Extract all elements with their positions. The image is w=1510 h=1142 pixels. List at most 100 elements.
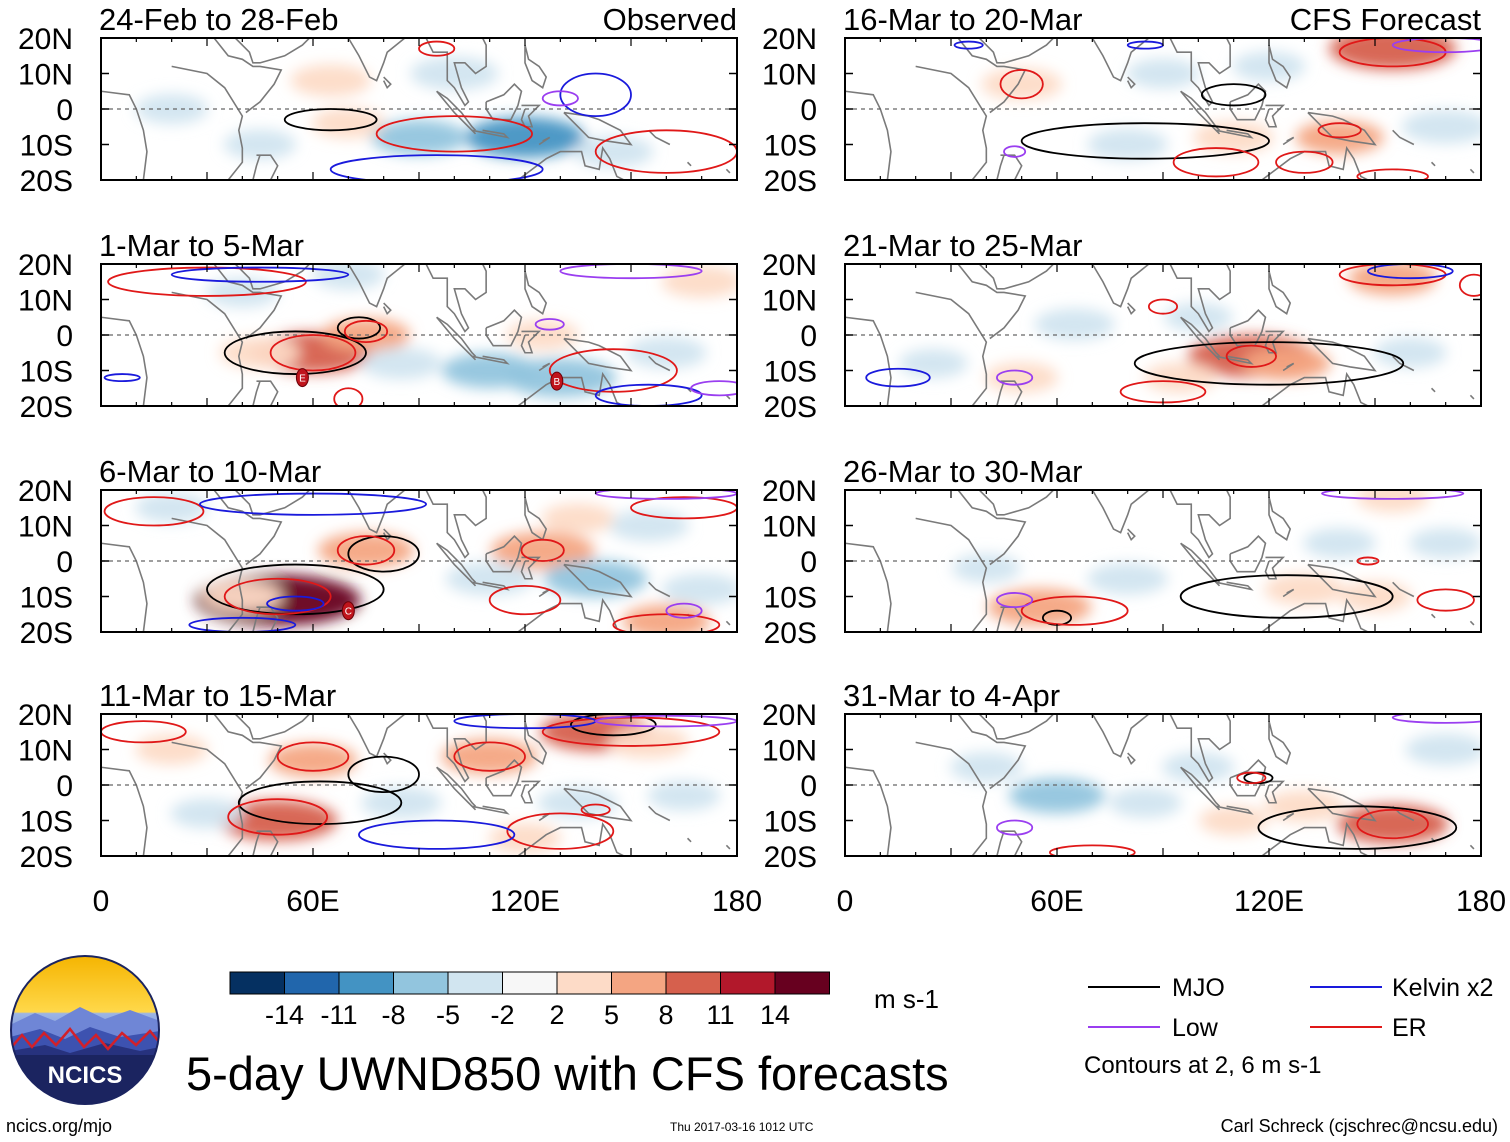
- y-tick-label: 0: [56, 546, 73, 579]
- colorbar: -14 -11 -8 -5 -2 2 5 8 11 14: [229, 971, 830, 1030]
- coastline: [996, 606, 1005, 632]
- contour-mjo: [206, 563, 385, 616]
- y-tick-label: 10S: [20, 130, 73, 163]
- colorbar-units: m s-1: [874, 984, 939, 1014]
- y-tick-label: 0: [56, 770, 73, 803]
- coastline: [648, 355, 671, 372]
- coastline: [256, 830, 279, 856]
- anomaly-blob: [1329, 38, 1457, 70]
- contour-kelvin: [865, 367, 931, 388]
- contour-er: [375, 115, 533, 153]
- coastlines: [845, 490, 1475, 632]
- colorbar-swatch: [284, 971, 340, 995]
- anomaly-blob: [987, 588, 1092, 626]
- y-tick-label: 0: [800, 320, 817, 353]
- panel-period: 6-Mar to 10-Mar: [99, 454, 321, 489]
- coastline: [1180, 766, 1221, 807]
- wave-contours: [996, 714, 1481, 856]
- coastline: [485, 759, 523, 797]
- contour-low: [665, 602, 703, 619]
- contour-low: [1391, 38, 1481, 54]
- contour-er: [1275, 150, 1334, 174]
- coastline: [1392, 129, 1415, 146]
- colorbar-swatch: [774, 971, 830, 995]
- coastlines: [845, 264, 1475, 406]
- anomaly-blob: [898, 348, 968, 379]
- x-tick-label: 180: [1456, 885, 1506, 918]
- wave-contours: [103, 264, 737, 406]
- anomaly-blob: [317, 532, 415, 569]
- contour-kelvin: [594, 383, 703, 406]
- coastline: [171, 517, 244, 632]
- coastline: [915, 517, 988, 632]
- contour-er: [488, 584, 562, 616]
- coastline: [436, 316, 477, 357]
- coastline: [1307, 337, 1377, 372]
- anomaly-blob: [1126, 58, 1200, 89]
- coastline: [1078, 714, 1150, 758]
- coastline: [1215, 129, 1254, 139]
- y-tick-label: 20S: [764, 165, 817, 198]
- contour-mjo: [347, 755, 420, 793]
- anomaly-blob: [441, 352, 538, 389]
- coastline: [171, 291, 244, 406]
- coastline: [1126, 76, 1136, 90]
- coastline: [1244, 145, 1369, 180]
- panel-period: 1-Mar to 5-Mar: [99, 228, 304, 263]
- coastline: [563, 111, 633, 146]
- coastline: [915, 741, 988, 856]
- contour-low: [534, 318, 565, 331]
- contour-er: [227, 798, 329, 836]
- coastline: [1244, 597, 1369, 632]
- coastline: [996, 830, 1005, 856]
- wave-contours: [996, 490, 1475, 626]
- coastline: [1215, 581, 1254, 591]
- contour-er: [520, 538, 565, 562]
- contour-mjo: [223, 330, 367, 375]
- coastline: [436, 90, 477, 131]
- contour-er: [1356, 556, 1380, 566]
- coastline: [978, 264, 1055, 290]
- contour-er: [1172, 147, 1260, 178]
- contour-er: [418, 40, 456, 57]
- coastline: [845, 542, 892, 632]
- coastline: [471, 355, 510, 365]
- anomaly-blob: [1409, 528, 1481, 559]
- contour-kelvin: [1367, 264, 1454, 280]
- coastline: [436, 766, 477, 807]
- coastline: [101, 542, 148, 632]
- anomaly-field: [898, 264, 1447, 393]
- contour-er: [1356, 168, 1429, 180]
- coastline: [725, 844, 731, 850]
- colorbar-label: -14: [265, 1000, 304, 1030]
- contour-kelvin: [358, 819, 516, 850]
- contour-er: [453, 741, 526, 772]
- contour-er: [630, 496, 737, 520]
- anomaly-blob: [573, 135, 654, 168]
- logo-text: NCICS: [48, 1062, 123, 1089]
- colorbar-label: -2: [490, 1000, 514, 1030]
- coastline: [1307, 111, 1377, 146]
- x-tick-label: 60E: [286, 885, 339, 918]
- coastline: [1264, 780, 1286, 804]
- contour-low: [1003, 145, 1027, 158]
- coastline: [471, 129, 510, 139]
- y-tick-label: 10N: [762, 511, 817, 544]
- coastline: [334, 714, 406, 758]
- colorbar-label: -5: [436, 1000, 460, 1030]
- coastline: [256, 154, 279, 180]
- coastline: [425, 490, 487, 559]
- coastline: [1282, 588, 1295, 598]
- coastline: [978, 490, 1055, 516]
- coastline: [845, 316, 892, 406]
- coastline: [1169, 264, 1231, 333]
- footer-author: Carl Schreck (cjschrec@ncsu.edu): [1220, 1116, 1498, 1136]
- colorbar-label: -11: [320, 1000, 357, 1030]
- coastline: [425, 38, 487, 107]
- coastline: [213, 264, 283, 340]
- anomaly-blob: [205, 277, 279, 308]
- coastline: [334, 38, 406, 82]
- coastline: [425, 264, 487, 333]
